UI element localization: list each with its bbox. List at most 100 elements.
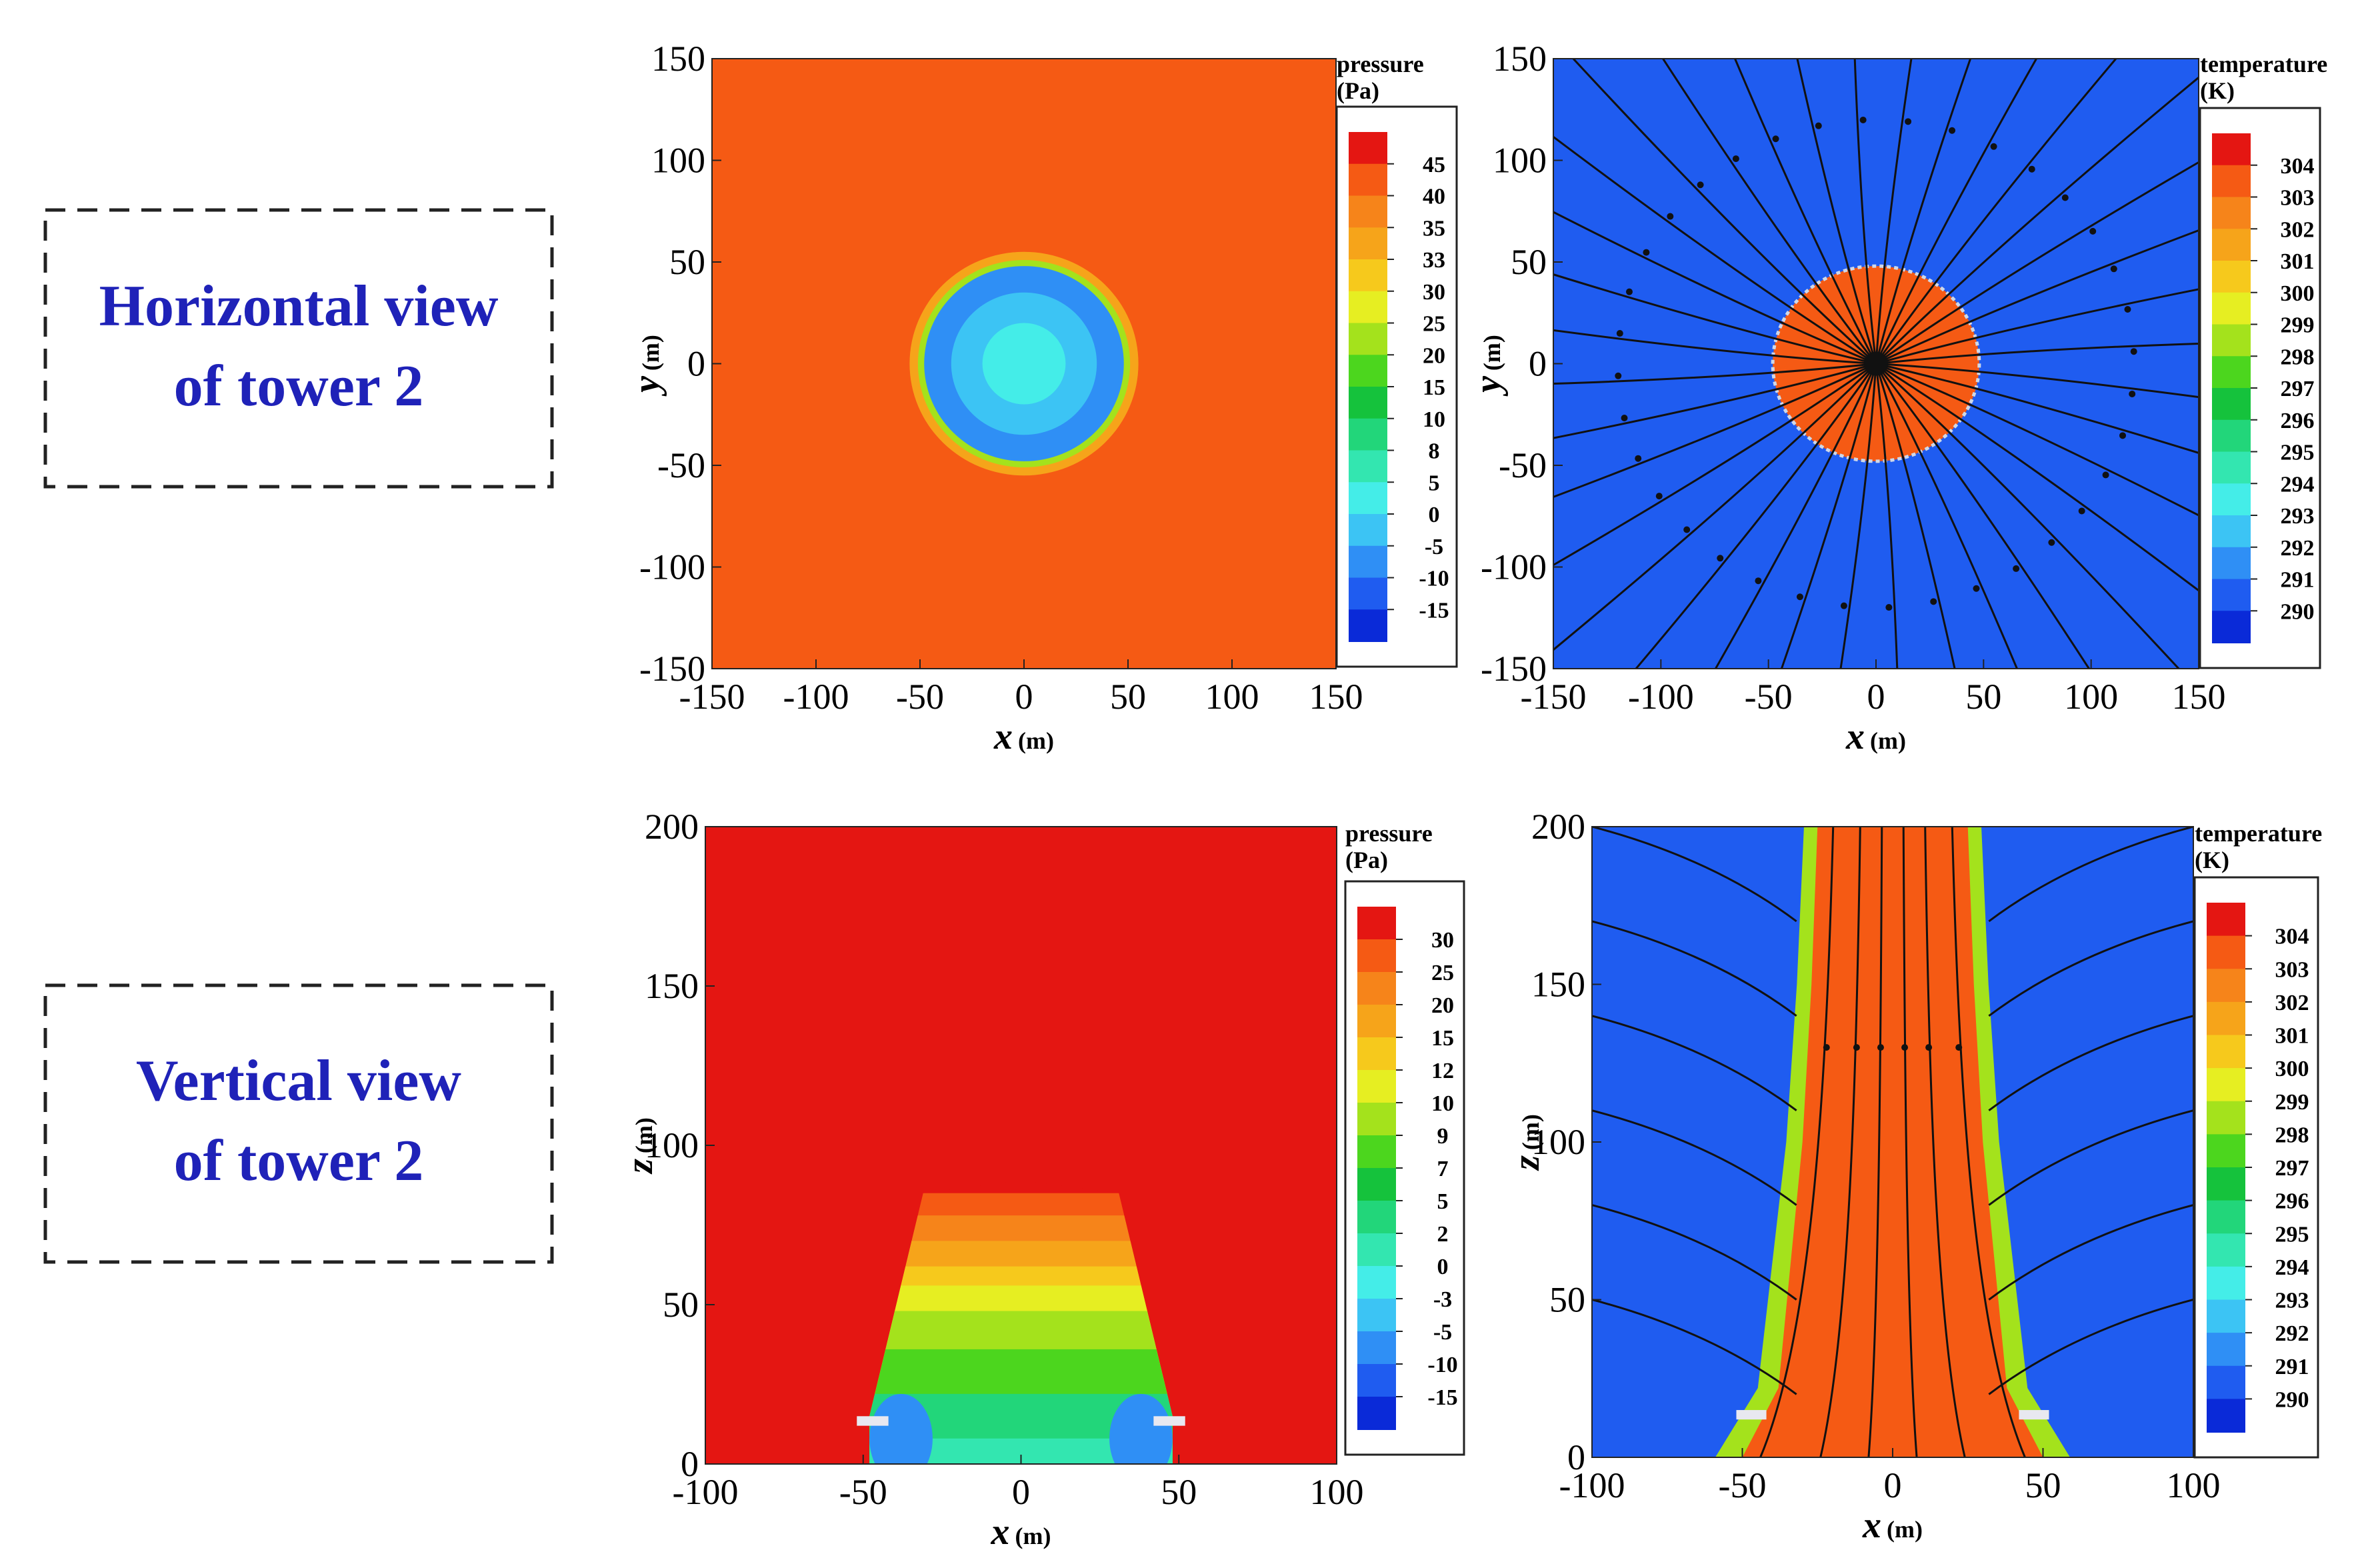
streamline xyxy=(1853,59,1877,364)
streamline-arrow xyxy=(1955,1044,1963,1051)
x-tick-label: 150 xyxy=(2172,677,2226,717)
y-tick-label: 100 xyxy=(651,141,705,181)
field-layer xyxy=(1553,59,2199,669)
x-tick-label: 0 xyxy=(1884,1465,1902,1505)
plume-streamline xyxy=(1924,827,1966,1457)
colorbar-swatch xyxy=(1349,355,1387,387)
colorbar-swatch xyxy=(1349,514,1387,547)
colorbar-swatch xyxy=(2212,229,2251,261)
colorbar-swatch xyxy=(1349,545,1387,579)
colorbar-swatch xyxy=(1349,418,1387,451)
colorbar-swatch xyxy=(2207,1266,2245,1301)
streamline-arrow xyxy=(1615,372,1622,379)
tower-inlet-lip xyxy=(2019,1410,2049,1420)
colorbar-label: 30 xyxy=(1423,280,1445,305)
streamline xyxy=(1553,363,1877,385)
x-tick-label: 150 xyxy=(1309,677,1363,717)
colorbar-label: 0 xyxy=(1429,503,1440,527)
colorbar-swatch xyxy=(1357,1266,1396,1299)
plume-streamline xyxy=(1951,827,2026,1457)
streamline xyxy=(1635,363,1877,669)
colorbar-label: 296 xyxy=(2275,1189,2309,1214)
colorbar-label: 304 xyxy=(2281,154,2315,179)
plume-streamline xyxy=(1902,827,1918,1457)
y-tick-label: 200 xyxy=(1531,807,1585,847)
colorbar-swatch xyxy=(2207,1299,2245,1334)
streamline xyxy=(1553,135,1877,365)
colorbar-swatch xyxy=(1357,1135,1396,1169)
colorbar-legend: temperature(K) 304 303 302 301 300 299 298 297 29… xyxy=(2199,51,2327,669)
streamline-arrow xyxy=(2110,265,2117,273)
colorbar-swatch xyxy=(2207,935,2245,970)
colorbar-label: 291 xyxy=(2275,1355,2309,1379)
colorbar-label: 20 xyxy=(1423,343,1445,368)
colorbar-swatch xyxy=(2207,1233,2245,1267)
colorbar-label: 20 xyxy=(1431,993,1454,1018)
streamline xyxy=(1875,363,2199,454)
streamline xyxy=(1875,288,2199,365)
colorbar-swatch xyxy=(1349,195,1387,229)
colorbar-swatch xyxy=(1357,1005,1396,1038)
colorbar-label: 292 xyxy=(2275,1321,2309,1346)
colorbar-label: 300 xyxy=(2275,1057,2309,1081)
streamline xyxy=(1553,273,1877,365)
colorbar-label: 35 xyxy=(1423,216,1445,241)
colorbar-label: 40 xyxy=(1423,185,1445,209)
y-tick-label: 50 xyxy=(1511,242,1547,282)
colorbar-label: 298 xyxy=(2275,1123,2309,1147)
colorbar-label: 10 xyxy=(1431,1091,1454,1116)
x-tick-label: 50 xyxy=(1161,1472,1197,1512)
colorbar-label: 295 xyxy=(2275,1222,2309,1247)
colorbar-label: 5 xyxy=(1429,471,1440,495)
colorbar-label: 302 xyxy=(2281,217,2315,242)
streamline-arrow xyxy=(1697,181,1704,189)
legend-unit: (Pa) xyxy=(1345,847,1388,873)
colorbar-swatch xyxy=(1357,939,1396,973)
colorbar-swatch xyxy=(1357,1233,1396,1267)
colorbar-swatch xyxy=(2207,1134,2245,1168)
panel-horizontal-temperature: -150 -100 -50 0 50 100 150 -150 -100 -50 0 50 100 150… xyxy=(1467,39,2327,757)
streamline-arrow xyxy=(1772,135,1779,143)
streamline xyxy=(1661,59,1877,365)
colorbar-swatch xyxy=(1349,577,1387,611)
x-tick-label: 50 xyxy=(2025,1465,2061,1505)
streamline-arrow xyxy=(1973,585,1980,592)
colorbar-label: 2 xyxy=(1437,1222,1449,1247)
colorbar-label: 15 xyxy=(1431,1026,1454,1051)
x-tick-label: 100 xyxy=(2064,677,2118,717)
plume-streamline xyxy=(1867,827,1883,1457)
plume xyxy=(1742,827,2043,1457)
x-tick-label: -100 xyxy=(673,1472,739,1512)
colorbar-label: 300 xyxy=(2281,281,2315,306)
colorbar-label: 294 xyxy=(2275,1255,2309,1280)
streamline-arrow xyxy=(1877,1044,1884,1051)
colorbar-label: -3 xyxy=(1433,1287,1452,1312)
colorbar-swatch xyxy=(2212,356,2251,389)
colorbar-swatch xyxy=(2207,1167,2245,1201)
colorbar-swatch xyxy=(2207,1035,2245,1069)
x-tick-label: 100 xyxy=(1205,677,1259,717)
side-streamline xyxy=(1988,1109,2193,1206)
colorbar-swatch xyxy=(2212,292,2251,325)
x-tick-label: 0 xyxy=(1015,677,1033,717)
colorbar-swatch xyxy=(1349,163,1387,197)
streamline-arrow xyxy=(1901,1044,1909,1051)
streamline-arrow xyxy=(1655,493,1663,500)
colorbar-swatch xyxy=(1357,1364,1396,1397)
streamline-arrow xyxy=(1625,288,1633,295)
colorbar-label: 299 xyxy=(2281,313,2315,338)
legend-title: temperature xyxy=(2200,51,2327,77)
side-streamline xyxy=(1592,920,1797,1017)
colorbar-label: 30 xyxy=(1431,928,1454,953)
y-tick-label: 150 xyxy=(1531,965,1585,1005)
y-tick-label: 100 xyxy=(1531,1122,1585,1162)
y-tick-label: 50 xyxy=(1549,1280,1585,1320)
streamline xyxy=(1796,59,1877,364)
y-tick-label: 50 xyxy=(663,1285,699,1325)
streamline-arrow xyxy=(2119,432,2127,439)
colorbar-label: 45 xyxy=(1423,153,1445,177)
colorbar-swatch xyxy=(1357,1299,1396,1332)
